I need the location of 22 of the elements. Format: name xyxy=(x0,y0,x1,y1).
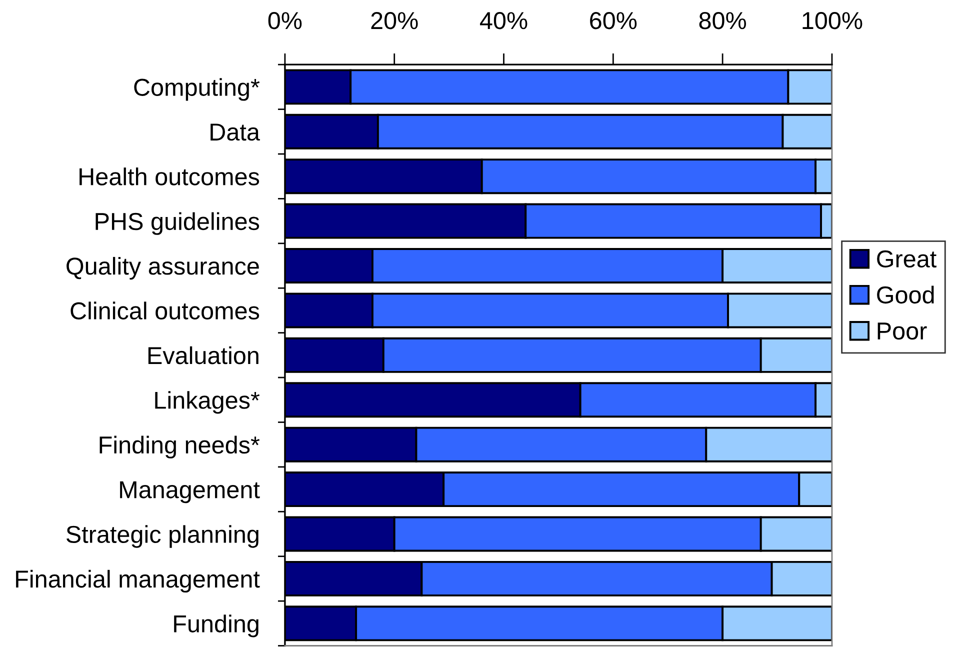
x-tick-label: 20% xyxy=(371,12,418,30)
y-tick-label: Computing* xyxy=(134,78,260,101)
y-tick-label: Data xyxy=(210,124,260,141)
y-tick-label: Quality assurance xyxy=(66,256,259,280)
x-tick-label: 60% xyxy=(590,12,637,30)
x-tick-label: 40% xyxy=(480,12,528,30)
y-tick-label: Evaluation xyxy=(148,346,258,364)
y-tick-label: Strategic planning xyxy=(66,525,258,548)
y-tick-label: Funding xyxy=(174,614,258,638)
y-tick-label: Linkages* xyxy=(155,391,260,414)
y-tick-label: Finding needs* xyxy=(100,436,260,458)
legend-label: Great xyxy=(877,250,936,268)
legend-label: Good xyxy=(877,286,934,304)
x-tick-label: 80% xyxy=(699,12,746,30)
y-tick-label: Financial management xyxy=(16,570,260,593)
y-tick-label: PHS guidelines xyxy=(96,212,260,235)
x-tick-label: 100% xyxy=(802,12,862,30)
legend-label: Poor xyxy=(878,322,927,340)
x-tick-label: 0% xyxy=(268,12,302,30)
y-tick-label: Health outcomes xyxy=(80,168,260,186)
y-tick-label: Clinical outcomes xyxy=(70,302,260,320)
y-tick-label: Management xyxy=(120,481,260,504)
